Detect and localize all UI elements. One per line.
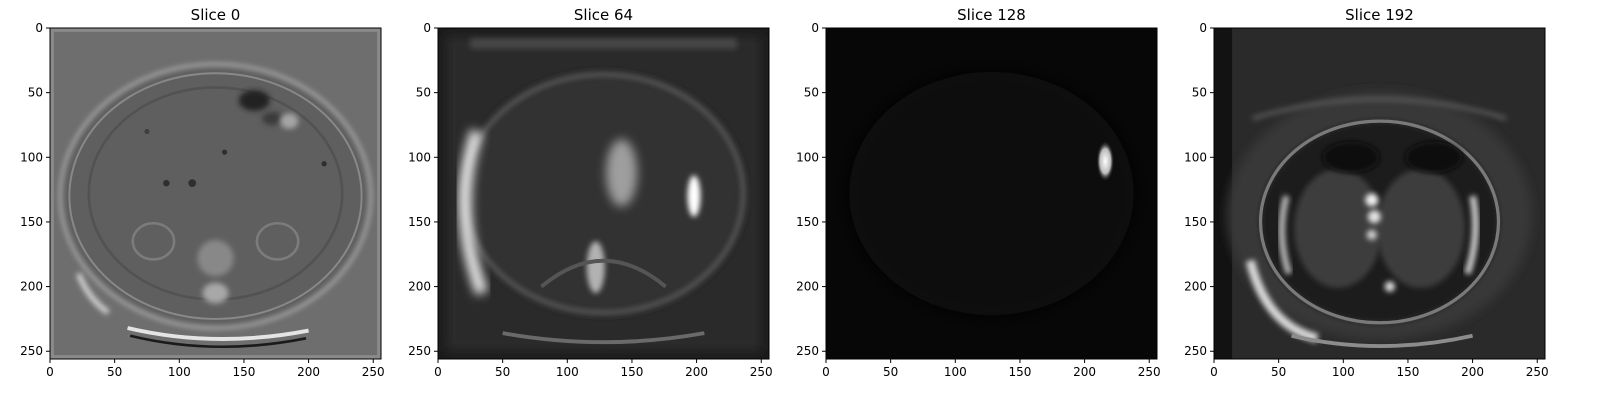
y-tick-label: 150 [796,215,819,229]
image-panel: Slice 192 0 0 50 50 100 100 150 150 200 200 250 250 [1184,6,1549,379]
x-tick-label: 150 [1008,365,1031,379]
ct-slice-image [50,28,381,359]
y-tick-label: 250 [1184,344,1207,358]
y-tick-label: 50 [416,86,431,100]
x-tick-label: 150 [1396,365,1419,379]
axes-frame [49,27,382,360]
x-tick-label: 100 [944,365,967,379]
axes-frame [437,27,770,360]
y-tick-label: 50 [28,86,43,100]
ct-slice-image [438,28,769,359]
x-tick-label: 0 [822,365,830,379]
x-tick-label: 100 [556,365,579,379]
image-panel: Slice 64 0 0 50 50 100 100 150 150 200 200 250 250 [408,6,773,379]
y-tick-label: 250 [20,344,43,358]
x-tick-label: 0 [46,365,54,379]
panel-title: Slice 192 [1345,6,1414,24]
y-tick-label: 0 [1199,21,1207,35]
x-tick-label: 150 [620,365,643,379]
y-tick-label: 150 [1184,215,1207,229]
panel-title: Slice 0 [191,6,241,24]
image-panel: Slice 0 0 0 50 50 100 100 150 150 200 200 250 250 [20,6,385,379]
y-tick-label: 200 [408,280,431,294]
x-tick-label: 50 [1271,365,1286,379]
y-tick-label: 100 [796,150,819,164]
axes-frame [825,27,1158,360]
y-tick-label: 200 [796,280,819,294]
x-tick-label: 250 [750,365,773,379]
y-tick-label: 0 [423,21,431,35]
x-tick-label: 200 [1461,365,1484,379]
y-tick-label: 0 [811,21,819,35]
y-tick-label: 200 [20,280,43,294]
axes-frame [1213,27,1546,360]
panel-title: Slice 128 [957,6,1026,24]
x-tick-label: 200 [1073,365,1096,379]
x-tick-label: 100 [1332,365,1355,379]
y-tick-label: 150 [408,215,431,229]
x-tick-label: 50 [107,365,122,379]
ct-slice-image [1214,28,1545,359]
x-tick-label: 150 [232,365,255,379]
y-tick-label: 150 [20,215,43,229]
x-tick-label: 200 [685,365,708,379]
y-tick-label: 0 [35,21,43,35]
y-tick-label: 250 [408,344,431,358]
x-tick-label: 200 [297,365,320,379]
x-tick-label: 0 [434,365,442,379]
y-tick-label: 50 [1192,86,1207,100]
y-tick-label: 50 [804,86,819,100]
x-tick-label: 250 [1526,365,1549,379]
y-tick-label: 100 [20,150,43,164]
x-tick-label: 250 [1138,365,1161,379]
x-tick-label: 50 [883,365,898,379]
y-tick-label: 200 [1184,280,1207,294]
x-tick-label: 0 [1210,365,1218,379]
panel-title: Slice 64 [574,6,633,24]
y-tick-label: 100 [408,150,431,164]
ct-slice-image [826,28,1157,359]
x-tick-label: 250 [362,365,385,379]
image-panel: Slice 128 0 0 50 50 100 100 150 150 200 200 250 250 [796,6,1161,379]
y-tick-label: 250 [796,344,819,358]
x-tick-label: 50 [495,365,510,379]
x-tick-label: 100 [168,365,191,379]
y-tick-label: 100 [1184,150,1207,164]
